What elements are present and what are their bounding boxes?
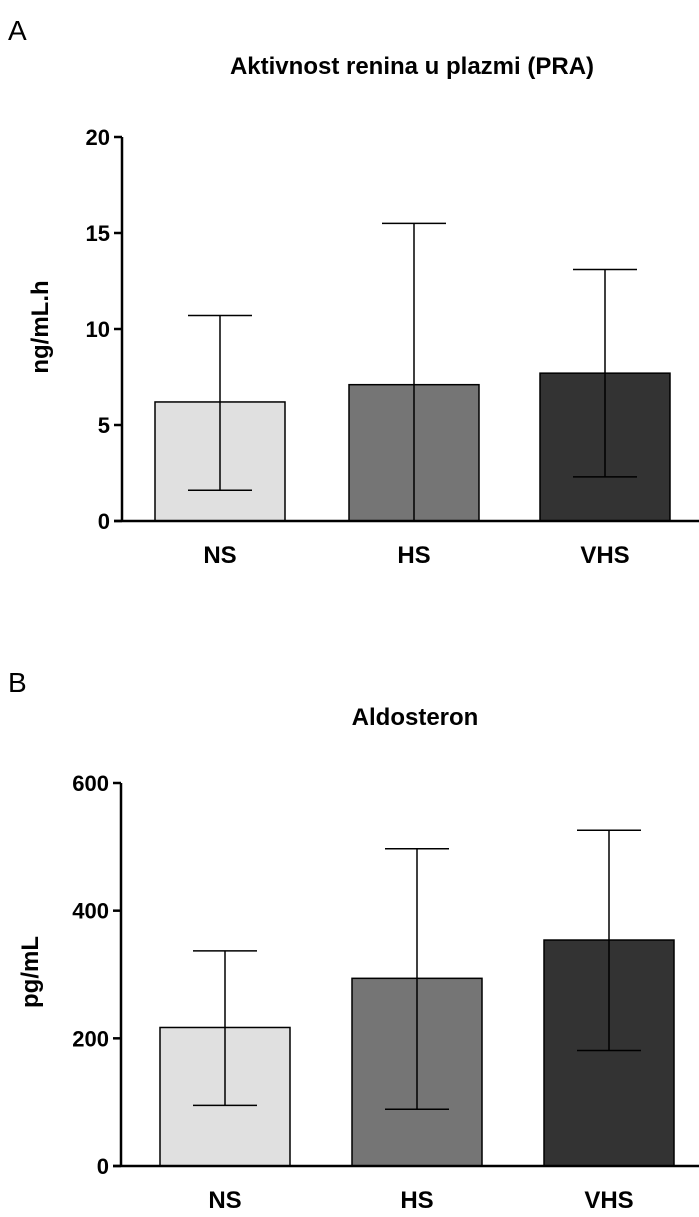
- panel-a-letter: A: [8, 15, 27, 46]
- panel-b-plot: 0 200 400 600 NS HS VHS: [72, 771, 699, 1214]
- panel-a-plot: 0 5 10 15 20 NS HS VHS: [86, 125, 699, 569]
- panel-a-y-tick-label: 15: [86, 221, 110, 246]
- panel-a: A Aktivnost renina u plazmi (PRA) ng/mL.…: [8, 15, 699, 569]
- panel-a-category-label-hs: HS: [397, 542, 430, 569]
- panel-b-letter: B: [8, 667, 27, 698]
- panel-b-title: Aldosteron: [352, 704, 479, 731]
- panel-a-y-tick-label: 5: [98, 413, 110, 438]
- panel-b-y-tick-label: 400: [72, 899, 109, 924]
- panel-a-y-tick-label: 0: [98, 509, 110, 534]
- panel-a-title: Aktivnost renina u plazmi (PRA): [230, 53, 594, 80]
- panel-a-y-axis-title: ng/mL.h: [27, 280, 54, 373]
- panel-b-y-tick-label: 600: [72, 771, 109, 796]
- panel-b-category-label-hs: HS: [400, 1187, 433, 1212]
- panel-a-y-tick-label: 20: [86, 125, 110, 150]
- panel-b-y-tick-label: 0: [97, 1154, 109, 1179]
- panel-a-y-tick-label: 10: [86, 317, 110, 342]
- panel-b-category-label-vhs: VHS: [584, 1187, 633, 1212]
- panel-a-category-label-vhs: VHS: [580, 542, 629, 569]
- panel-b-y-axis-title: pg/mL: [17, 936, 44, 1008]
- panel-a-category-label-ns: NS: [203, 542, 236, 569]
- panel-b-y-tick-label: 200: [72, 1026, 109, 1051]
- panel-b-category-label-ns: NS: [208, 1187, 241, 1212]
- panel-b: B Aldosteron pg/mL 0 200 400 600 NS HS VHS: [8, 667, 699, 1214]
